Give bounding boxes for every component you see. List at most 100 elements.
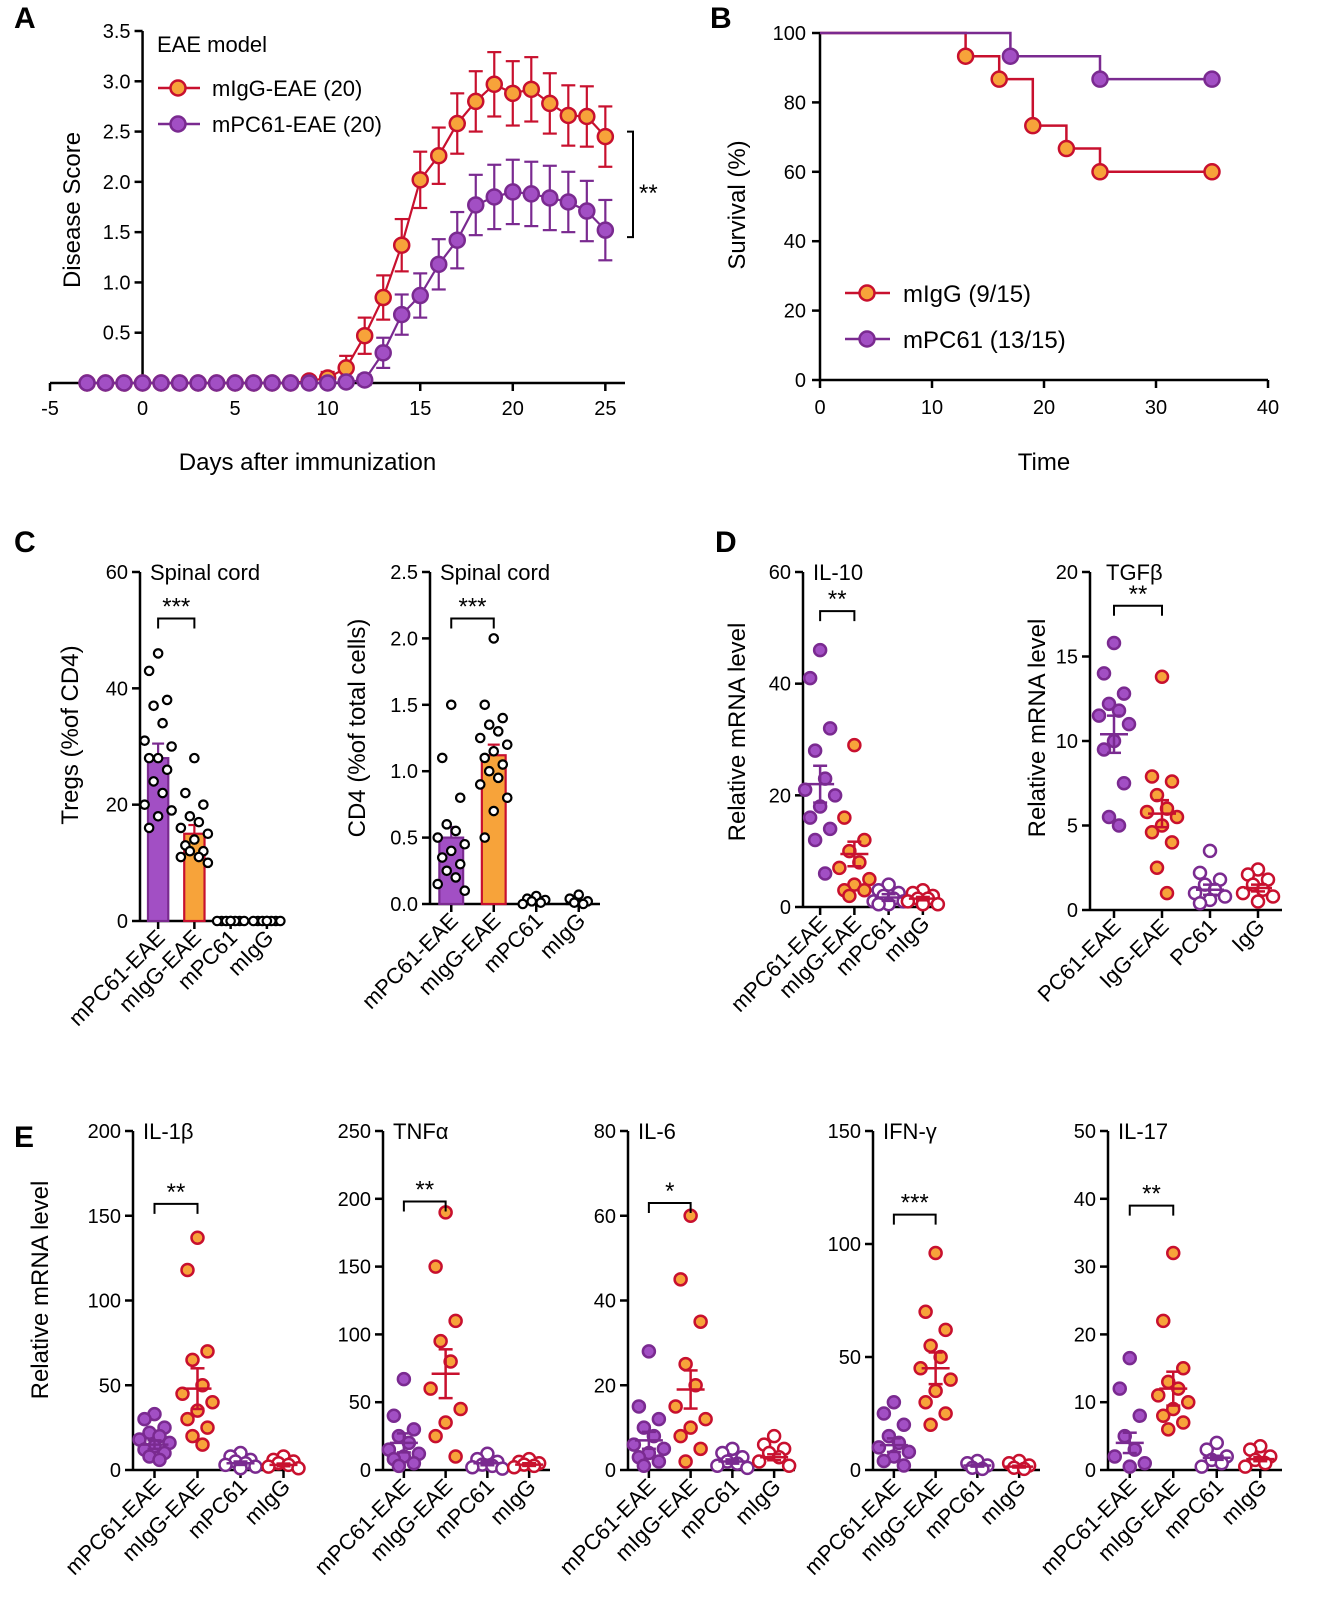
d1-data-point	[847, 737, 862, 753]
c1-y-tick-label: 40	[106, 678, 128, 700]
d2-data-point	[1192, 895, 1208, 911]
a-data-point	[392, 236, 411, 254]
a-data-point	[596, 221, 615, 239]
c2-data-point	[568, 897, 580, 908]
e2-data-point	[448, 1449, 463, 1464]
e4-y-tick-label: 100	[828, 1234, 861, 1256]
e2-data-point	[428, 1259, 443, 1274]
a-x-tick-label: 0	[137, 398, 148, 420]
e4-data-point	[896, 1417, 912, 1433]
e5-data-point	[1107, 1449, 1122, 1464]
a-data-point	[318, 374, 337, 392]
c1-data-point	[152, 648, 164, 659]
d1-data-point	[807, 743, 823, 758]
c1-data-point	[184, 845, 196, 857]
e2-y-tick-label: 100	[338, 1324, 371, 1346]
e1-data-point	[200, 1344, 215, 1359]
c2-data-point	[488, 745, 500, 757]
c2-data-point	[483, 719, 495, 731]
a-y-tick-label: 3.0	[103, 71, 131, 93]
b-legend-label: mPC61 (13/15)	[903, 327, 1066, 354]
d1-data-point	[842, 888, 857, 904]
a-data-point	[411, 286, 429, 305]
b-y-tick-label: 60	[784, 162, 806, 184]
e2-y-tick-label: 150	[338, 1257, 371, 1279]
d2-y-tick-label: 10	[1056, 731, 1078, 753]
a-data-point	[429, 255, 448, 274]
d2-data-point	[1096, 666, 1112, 681]
a-series-line-1	[87, 190, 607, 385]
c2-y-tick-label: 0.5	[390, 828, 418, 850]
c2-data-point	[436, 852, 448, 863]
e4-data-point	[876, 1453, 892, 1469]
a-data-point	[374, 288, 392, 307]
b-data-point	[990, 70, 1008, 88]
a-data-point	[411, 171, 429, 189]
c1-data-point	[152, 752, 164, 764]
c1-data-point	[166, 741, 177, 752]
a-data-point	[189, 374, 207, 392]
e3-data-point	[766, 1428, 782, 1444]
e5-data-point	[1156, 1408, 1171, 1424]
b-x-tick-label: 10	[921, 397, 943, 419]
a-data-point	[578, 202, 596, 220]
c2-data-point	[474, 732, 486, 744]
d1-y-tick-label: 20	[769, 785, 791, 807]
a-data-point	[467, 196, 485, 214]
e1-y-tick-label: 100	[88, 1291, 121, 1313]
c1-data-point	[238, 915, 250, 927]
d2-title: TGFβ	[1106, 560, 1163, 585]
d2-data-point	[1111, 818, 1127, 833]
c1-data-point	[193, 816, 205, 828]
e5-data-point	[1209, 1435, 1224, 1451]
c2-data-point	[526, 896, 538, 907]
b-y-label: Survival (%)	[724, 140, 751, 269]
d1-y-tick-label: 40	[769, 674, 791, 696]
e2-significance-label: **	[415, 1177, 434, 1204]
e5-y-tick-label: 50	[1074, 1121, 1096, 1143]
c1-y-label: Tregs (%of CD4)	[57, 645, 84, 824]
c1-data-point	[261, 915, 273, 927]
e1-y-label: Relative mRNA level	[27, 1181, 54, 1400]
c2-data-point	[479, 752, 491, 764]
c1-data-point	[166, 805, 177, 816]
c2-data-point	[445, 845, 457, 857]
e5-title: IL-17	[1118, 1119, 1168, 1144]
e2-data-point	[423, 1381, 438, 1396]
e1-data-point	[152, 1452, 167, 1468]
a-data-point	[96, 374, 115, 392]
c1-significance-label: ***	[162, 594, 190, 621]
a-data-point	[226, 374, 244, 392]
d1-data-point	[797, 782, 813, 797]
d2-data-point	[1116, 776, 1132, 791]
e2-data-point	[506, 1460, 522, 1475]
e1-data-point	[218, 1457, 233, 1473]
b-data-point	[1203, 163, 1221, 181]
e4-data-point	[923, 1338, 938, 1353]
c2-y-tick-label: 1.0	[390, 761, 418, 783]
e1-title: IL-1β	[143, 1119, 194, 1144]
c1-data-point	[139, 799, 150, 810]
a-data-point	[355, 371, 374, 389]
d2-significance-bracket	[1113, 604, 1163, 616]
d2-data-point	[1217, 889, 1233, 904]
d2-data-point	[1101, 696, 1117, 712]
c1-data-point	[143, 752, 155, 764]
e4-title: IFN-γ	[883, 1119, 937, 1144]
d1-y-tick-label: 60	[769, 562, 791, 584]
a-data-point	[522, 80, 541, 99]
c1-data-point	[189, 834, 200, 845]
d1-data-point	[930, 896, 946, 912]
d2-y-tick-label: 15	[1056, 647, 1078, 669]
e3-data-point	[678, 1454, 693, 1469]
e2-data-point	[433, 1333, 448, 1349]
b-data-point	[1024, 116, 1042, 135]
e5-data-point	[1112, 1381, 1127, 1396]
e2-title: TNFα	[393, 1119, 449, 1144]
e4-data-point	[943, 1372, 958, 1387]
d2-y-tick-label: 20	[1056, 562, 1078, 584]
c2-data-point	[535, 897, 547, 908]
e3-data-point	[698, 1411, 713, 1427]
c1-title: Spinal cord	[150, 560, 260, 585]
